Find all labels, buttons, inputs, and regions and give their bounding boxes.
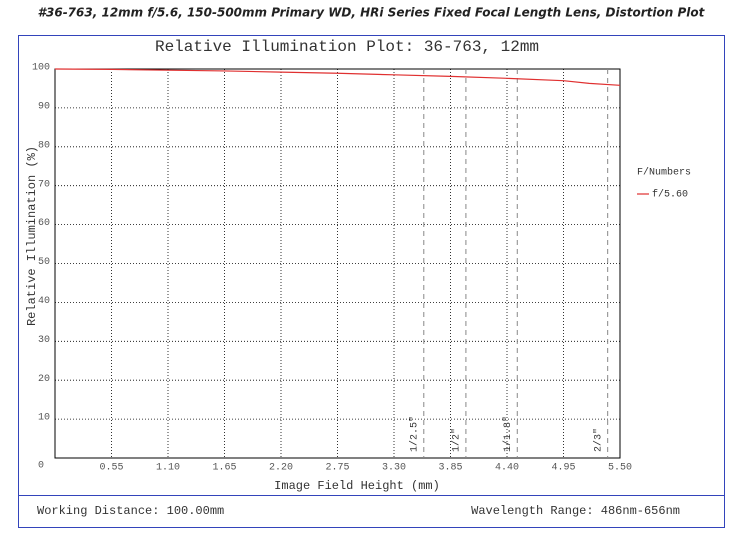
- legend-title: F/Numbers: [637, 167, 691, 179]
- x-axis-label: Image Field Height (mm): [274, 479, 440, 493]
- x-tick-label: 2.20: [269, 463, 293, 474]
- y-tick-label: 50: [38, 257, 50, 268]
- plot-border: [54, 68, 621, 459]
- y-tick-label: 40: [38, 296, 50, 307]
- sensor-label: 1/2.5": [408, 416, 420, 452]
- x-tick-label: 0.55: [99, 463, 123, 474]
- footer-left: Working Distance: 100.00mm: [37, 504, 224, 518]
- x-tick-label: 3.30: [382, 463, 406, 474]
- sensor-label: 1/1.8": [502, 416, 514, 452]
- y-tick-label: 80: [38, 140, 50, 151]
- y-tick-label: 70: [38, 179, 50, 190]
- y-axis-label: Relative Illumination (%): [25, 146, 39, 326]
- y-tick-label: 0: [38, 461, 44, 472]
- sensor-label: 1/2": [451, 428, 463, 452]
- chart-frame: [18, 35, 725, 528]
- y-tick-label: 20: [38, 374, 50, 385]
- sensor-label: 2/3": [592, 428, 604, 452]
- x-tick-label: 1.10: [156, 463, 180, 474]
- y-tick-label: 30: [38, 335, 50, 346]
- x-tick-label: 3.85: [438, 463, 462, 474]
- y-tick-label: 100: [32, 63, 50, 74]
- x-tick-label: 2.75: [325, 463, 349, 474]
- y-tick-label: 60: [38, 218, 50, 229]
- y-tick-label: 90: [38, 102, 50, 113]
- x-tick-label: 5.50: [608, 463, 632, 474]
- x-tick-label: 4.95: [551, 463, 575, 474]
- y-tick-label: 10: [38, 413, 50, 424]
- x-tick-label: 4.40: [495, 463, 519, 474]
- footer-right: Wavelength Range: 486nm-656nm: [471, 504, 680, 518]
- page-title: #36-763, 12mm f/5.6, 150-500mm Primary W…: [38, 6, 706, 20]
- series-line: [54, 68, 621, 86]
- x-tick-label: 1.65: [212, 463, 236, 474]
- legend-label: f/5.60: [652, 189, 688, 201]
- chart-title: Relative Illumination Plot: 36-763, 12mm: [155, 38, 539, 56]
